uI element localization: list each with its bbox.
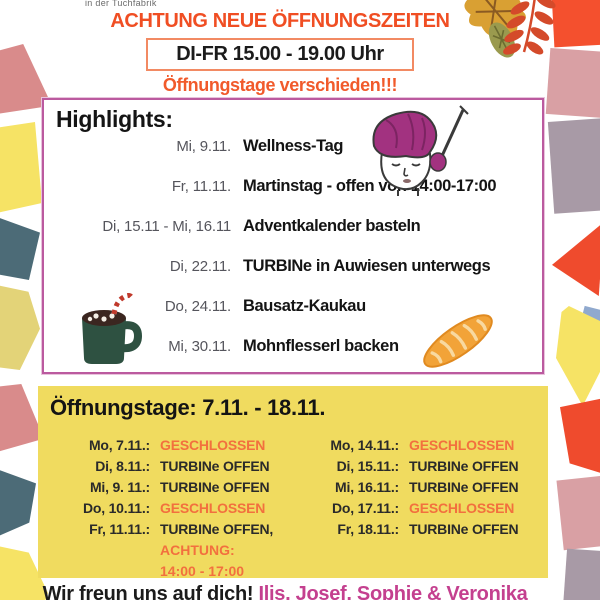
schedule-status: GESCHLOSSEN	[160, 500, 266, 516]
highlight-event: Mohnflesserl backen	[243, 337, 399, 355]
schedule-day: Do, 10.11.:	[82, 500, 150, 516]
schedule-day: Mi, 9. 11.:	[89, 479, 150, 495]
mosaic-shape	[556, 306, 600, 406]
schedule-row: Mi, 16.11.: TURBINe OFFEN	[299, 477, 548, 498]
schedule-row: Di, 15.11.: TURBINe OFFEN	[299, 456, 548, 477]
footer-team-names: Ilis, Josef, Sophie & Veronika	[253, 583, 528, 600]
schedule-column-right: Mo, 14.11.: GESCHLOSSEN Di, 15.11.: TURB…	[299, 435, 548, 582]
highlight-item: Do, 24.11. Bausatz-Kaukau	[56, 297, 542, 337]
highlight-item: Mi, 9.11. Wellness-Tag	[56, 137, 542, 177]
logo-tagline: in der Tuchfabrik	[85, 0, 157, 8]
opening-days-note: Öffnungstage verschieden!!!	[162, 75, 398, 95]
schedule-day: Mi, 16.11.:	[335, 479, 399, 495]
mosaic-shape	[0, 284, 40, 370]
highlight-event: Wellness-Tag	[243, 137, 344, 155]
highlight-date: Mi, 30.11.	[168, 338, 231, 355]
footer-greeting: Wir freun uns auf dich! Ilis, Josef, Sop…	[0, 583, 570, 600]
schedule-row: Fr, 11.11.: TURBINe OFFEN,	[50, 519, 299, 540]
schedule-status: TURBINe OFFEN,	[160, 521, 274, 537]
highlight-event: Adventkalender basteln	[243, 217, 421, 235]
highlight-item: Fr, 11.11. Martinstag - offen von 14:00-…	[56, 177, 542, 217]
mosaic-shape	[0, 468, 36, 538]
highlight-event: Bausatz-Kaukau	[243, 297, 366, 315]
opening-days-panel: Öffnungstage: 7.11. - 18.11. Mo, 7.11.: …	[38, 386, 548, 579]
spa-face-icon	[360, 104, 472, 201]
mosaic-shape	[0, 216, 40, 280]
cocoa-mug-icon	[72, 292, 146, 373]
autumn-leaves-icon	[440, 0, 580, 83]
highlight-item: Di, 15.11 - Mi, 16.11 Adventkalender bas…	[56, 217, 542, 257]
highlight-date: Fr, 11.11.	[171, 178, 231, 195]
schedule-status: GESCHLOSSEN	[409, 500, 515, 516]
schedule-status: TURBINe OFFEN	[409, 458, 519, 474]
mosaic-shape	[547, 118, 600, 214]
highlight-event: Martinstag - offen von 14:00-17:00	[243, 177, 497, 195]
schedule-row: Mo, 7.11.: GESCHLOSSEN	[50, 435, 299, 456]
schedule-column-left: Mo, 7.11.: GESCHLOSSEN Di, 8.11.: TURBIN…	[50, 435, 299, 582]
schedule-row: Di, 8.11.: TURBINe OFFEN	[50, 456, 299, 477]
highlight-item: Mi, 30.11. Mohnflesserl backen	[56, 337, 542, 377]
mosaic-shape	[556, 475, 600, 551]
highlights-list: Mi, 9.11. Wellness-Tag Fr, 11.11. Martin…	[56, 137, 542, 377]
schedule-attention-note: ACHTUNG:	[160, 542, 235, 558]
highlight-date: Do, 24.11.	[164, 298, 231, 315]
opening-days-title: Öffnungstage: 7.11. - 18.11.	[50, 395, 326, 420]
schedule-row: Mi, 9. 11.: TURBINe OFFEN	[50, 477, 299, 498]
opening-hours-box: DI-FR 15.00 - 19.00 Uhr	[146, 38, 414, 71]
schedule-status: GESCHLOSSEN	[409, 437, 515, 453]
header: ACHTUNG NEUE ÖFFNUNGSZEITEN DI-FR 15.00 …	[0, 10, 560, 96]
schedule-day: Mo, 7.11.:	[88, 437, 150, 453]
schedule-status: GESCHLOSSEN	[160, 437, 266, 453]
schedule-row: Do, 10.11.: GESCHLOSSEN	[50, 498, 299, 519]
schedule-day: Fr, 11.11.:	[89, 521, 150, 537]
schedule-status: TURBINe OFFEN	[409, 521, 519, 537]
schedule-day: Do, 17.11.:	[331, 500, 399, 516]
highlights-panel: Highlights: Mi, 9.11. Wellness-Tag Fr, 1…	[41, 97, 545, 377]
highlight-date: Mi, 9.11.	[176, 138, 231, 155]
schedule-row: Mo, 14.11.: GESCHLOSSEN	[299, 435, 548, 456]
schedule-day: Di, 15.11.:	[336, 458, 400, 474]
schedule-row: Fr, 18.11.: TURBINe OFFEN	[299, 519, 548, 540]
schedule-status: TURBINe OFFEN	[160, 458, 270, 474]
schedule-row: Do, 17.11.: GESCHLOSSEN	[299, 498, 548, 519]
highlights-title: Highlights:	[56, 106, 173, 132]
opening-hours-warning: ACHTUNG NEUE ÖFFNUNGSZEITEN	[110, 10, 450, 32]
highlight-event: TURBINe in Auwiesen unterwegs	[243, 257, 491, 275]
mosaic-shape	[0, 122, 42, 214]
baguette-icon	[412, 306, 504, 381]
opening-hours-text: DI-FR 15.00 - 19.00 Uhr	[176, 43, 384, 65]
mosaic-shape	[560, 398, 600, 474]
mosaic-shape	[552, 222, 600, 296]
schedule-day: Di, 8.11.:	[95, 458, 150, 474]
footer-greeting-text: Wir freun uns auf dich!	[42, 583, 254, 600]
schedule-status: TURBINe OFFEN	[409, 479, 519, 495]
schedule-columns: Mo, 7.11.: GESCHLOSSEN Di, 8.11.: TURBIN…	[50, 435, 548, 582]
schedule-attention-hours: 14:00 - 17:00	[160, 563, 245, 579]
schedule-day: Mo, 14.11.:	[330, 437, 399, 453]
highlight-item: Di, 22.11. TURBINe in Auwiesen unterwegs	[56, 257, 542, 297]
highlight-date: Di, 15.11 - Mi, 16.11	[102, 218, 231, 235]
schedule-status: TURBINe OFFEN	[160, 479, 270, 495]
schedule-day: Fr, 18.11.:	[337, 521, 399, 537]
highlight-date: Di, 22.11.	[169, 258, 231, 275]
